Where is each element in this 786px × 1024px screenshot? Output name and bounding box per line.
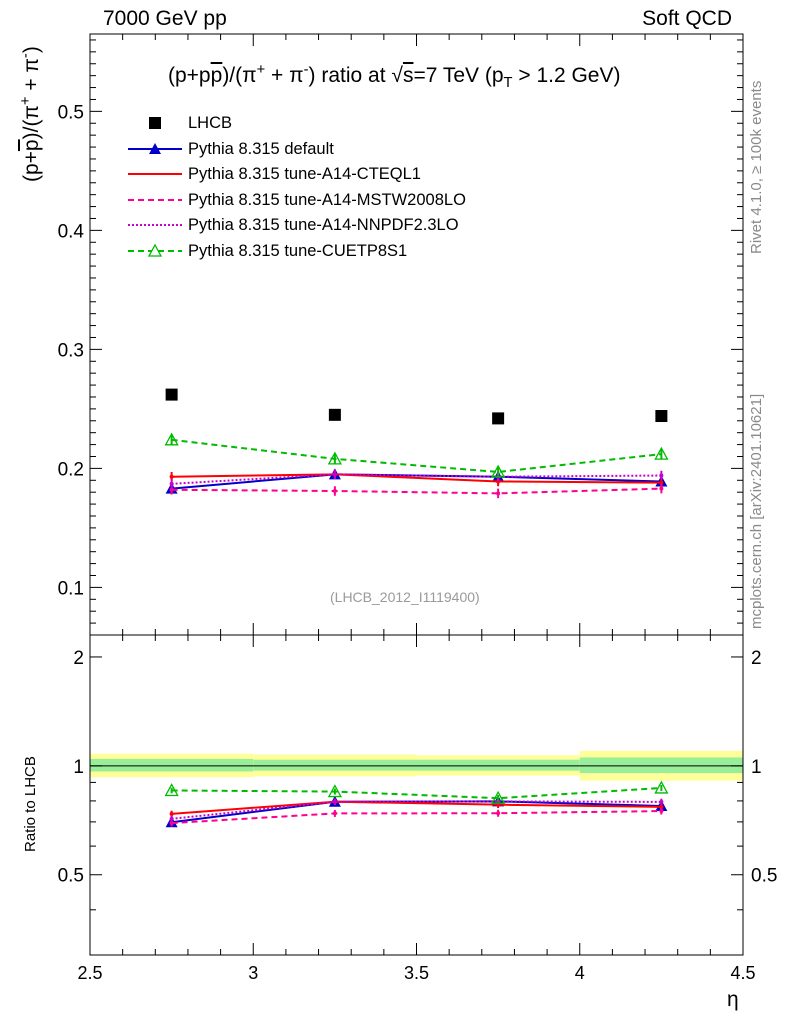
ratio-tick-label: 1 xyxy=(73,757,84,778)
series-3-line xyxy=(171,473,662,485)
series-3-ratio-point xyxy=(659,799,664,804)
lhcb-data-point xyxy=(655,410,668,423)
ratio-stat-band xyxy=(579,757,743,774)
x-tick-label: 3.5 xyxy=(404,963,429,983)
ratio-stat-band xyxy=(90,758,254,772)
series-1-line xyxy=(171,473,662,484)
legend-label: LHCB xyxy=(188,114,233,132)
series-2-point xyxy=(169,487,174,492)
y-tick-label: 0.4 xyxy=(58,221,85,242)
lhcb-data-point xyxy=(165,388,178,401)
y-tick-label: 0.3 xyxy=(58,340,84,361)
series-4-ratio-point xyxy=(654,780,669,794)
ratio-tick-label: 0.5 xyxy=(58,866,84,887)
legend-label: Pythia 8.315 tune-A14-NNPDF2.3LO xyxy=(188,216,459,234)
legend-swatch xyxy=(128,243,182,257)
y-tick-label: 0.5 xyxy=(58,102,84,123)
analysis-id: (LHCB_2012_I1119400) xyxy=(330,589,480,605)
series-2-ratio-point xyxy=(332,811,337,816)
series-3-point xyxy=(332,472,337,477)
series-1-point xyxy=(169,474,174,479)
series-3-ratio-point xyxy=(169,816,174,821)
series-2-ratio-point xyxy=(496,811,501,816)
series-2-point xyxy=(496,491,501,496)
legend-marker xyxy=(149,142,161,154)
ratio-tick-label: 2 xyxy=(73,648,84,669)
series-2-line xyxy=(171,487,662,495)
ratio-tick-label-right: 1 xyxy=(751,757,762,778)
series-3-ratio-point xyxy=(332,799,337,804)
x-tick-label: 4.5 xyxy=(730,963,755,983)
ratio-tick-label-right: 2 xyxy=(751,648,762,669)
series-4-line xyxy=(171,438,662,473)
ratio-tick-label-right: 0.5 xyxy=(751,866,777,887)
series-4-ratio-line xyxy=(171,786,662,800)
legend-swatch xyxy=(128,173,182,175)
series-4-point xyxy=(327,451,342,465)
series-4-point xyxy=(654,446,669,460)
legend-label: Pythia 8.315 tune-A14-MSTW2008LO xyxy=(188,190,466,209)
series-1-ratio-point xyxy=(169,811,174,816)
x-axis-label: η xyxy=(727,988,739,1011)
series-3-point xyxy=(169,481,174,486)
series-2-ratio-point xyxy=(659,809,664,814)
legend-label: Pythia 8.315 tune-A14-CTEQL1 xyxy=(188,165,421,183)
legend-label: Pythia 8.315 default xyxy=(188,139,334,158)
series-4-ratio-point xyxy=(164,783,179,797)
plot-title: (p+pp)/(π+ + π-) ratio at √s=7 TeV (pT >… xyxy=(168,62,621,92)
series-4-point xyxy=(164,432,179,446)
series-3-point xyxy=(659,473,664,478)
legend-swatch xyxy=(128,142,182,154)
legend-label: Pythia 8.315 tune-CUETP8S1 xyxy=(188,241,408,260)
legend-marker xyxy=(149,117,161,129)
series-4-ratio-point xyxy=(491,790,506,804)
ratio-stat-band xyxy=(253,759,417,771)
series-4-ratio-point xyxy=(327,784,342,798)
x-tick-label: 4 xyxy=(575,963,585,983)
legend-swatch xyxy=(128,224,182,226)
series-1-ratio-line xyxy=(171,800,662,815)
x-tick-label: 3 xyxy=(248,963,258,983)
series-1-point xyxy=(659,480,664,485)
energy-label: 7000 GeV pp xyxy=(103,7,227,30)
legend-marker xyxy=(147,243,163,257)
y-tick-label: 0.1 xyxy=(58,578,84,599)
series-2-point xyxy=(332,488,337,493)
series-4-point xyxy=(491,464,506,478)
lhcb-data-point xyxy=(328,408,341,421)
legend-swatch xyxy=(149,117,161,129)
y-tick-label: 0.2 xyxy=(58,459,84,480)
lhcb-data-point xyxy=(492,412,505,425)
x-tick-label: 2.5 xyxy=(77,963,102,983)
legend-swatch xyxy=(128,198,182,201)
series-2-point xyxy=(659,486,664,491)
category-label: Soft QCD xyxy=(642,7,732,30)
series-3-ratio-line xyxy=(171,800,662,820)
series-2-ratio-line xyxy=(171,810,662,825)
ratio-stat-band xyxy=(416,759,580,771)
